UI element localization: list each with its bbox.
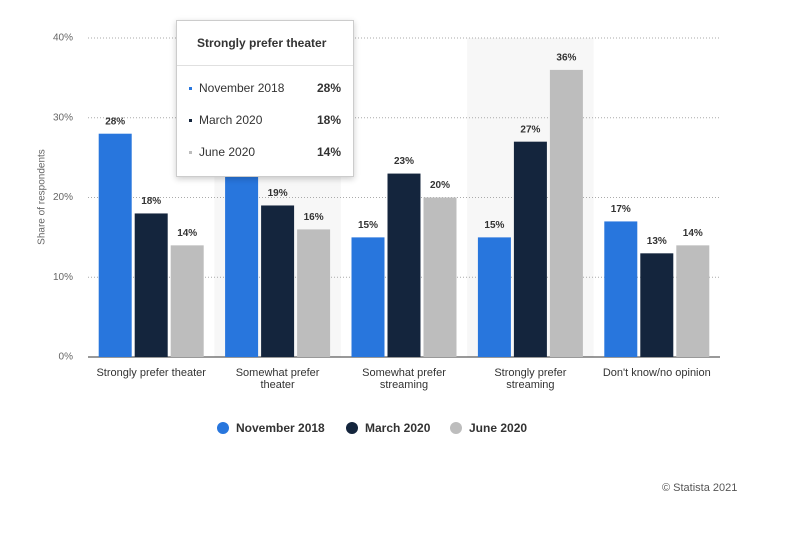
x-tick-label: Strongly prefer streaming bbox=[494, 367, 567, 391]
tooltip-value: 14% bbox=[316, 145, 341, 159]
x-tick-label: Somewhat prefer theater bbox=[235, 367, 320, 391]
y-tick-label: 40% bbox=[53, 33, 73, 44]
legend-item: November 2018 bbox=[217, 421, 325, 435]
legend-label: March 2020 bbox=[365, 421, 431, 435]
value-label: 36% bbox=[556, 53, 576, 64]
value-label: 28% bbox=[105, 116, 125, 127]
y-tick-label: 20% bbox=[53, 192, 73, 203]
legend-swatch bbox=[217, 422, 229, 434]
tooltip-row: June 2020 14% bbox=[189, 145, 347, 161]
tooltip-series: November 2018 bbox=[199, 81, 285, 95]
value-label: 23% bbox=[394, 156, 414, 167]
tooltip: Strongly prefer theater November 2018 28%… bbox=[176, 20, 354, 177]
tooltip-swatch bbox=[189, 151, 192, 154]
y-tick-label: 10% bbox=[53, 272, 73, 283]
legend-item: June 2020 bbox=[450, 421, 527, 435]
bar bbox=[297, 229, 331, 357]
bar bbox=[387, 173, 421, 357]
legend-swatch bbox=[346, 422, 358, 434]
bar bbox=[170, 245, 204, 357]
x-tick-label: Strongly prefer theater bbox=[96, 367, 206, 379]
legend-item: March 2020 bbox=[346, 421, 430, 435]
tooltip-swatch bbox=[189, 119, 192, 122]
value-label: 18% bbox=[141, 196, 161, 207]
bar bbox=[477, 237, 511, 357]
bar bbox=[351, 237, 385, 357]
tooltip-swatch bbox=[189, 87, 192, 90]
tooltip-series: March 2020 bbox=[199, 113, 263, 127]
value-label: 16% bbox=[304, 212, 324, 223]
y-tick-label: 0% bbox=[59, 352, 74, 363]
tooltip-value: 18% bbox=[316, 113, 341, 127]
bar bbox=[549, 69, 583, 358]
value-label: 14% bbox=[177, 228, 197, 239]
x-tick-label: Don't know/no opinion bbox=[602, 367, 711, 379]
bar bbox=[134, 213, 168, 357]
bar bbox=[676, 245, 710, 357]
tooltip-series: June 2020 bbox=[199, 145, 256, 159]
value-label: 17% bbox=[611, 204, 631, 215]
value-label: 19% bbox=[268, 188, 288, 199]
value-label: 15% bbox=[358, 220, 378, 231]
legend-swatch bbox=[450, 422, 462, 434]
value-label: 20% bbox=[430, 180, 450, 191]
bar bbox=[225, 157, 259, 357]
legend-label: November 2018 bbox=[236, 421, 325, 435]
bar bbox=[604, 221, 638, 357]
credit: © Statista 2021 bbox=[662, 482, 738, 494]
bar bbox=[513, 141, 547, 357]
tooltip-title: Strongly prefer theater bbox=[177, 21, 353, 66]
tooltip-row: November 2018 28% bbox=[189, 81, 347, 97]
y-tick-label: 30% bbox=[53, 112, 73, 123]
bar bbox=[640, 253, 674, 357]
value-label: 13% bbox=[647, 236, 667, 247]
bar bbox=[423, 197, 457, 357]
value-label: 15% bbox=[484, 220, 504, 231]
tooltip-row: March 2020 18% bbox=[189, 113, 347, 129]
bar bbox=[98, 133, 132, 357]
bar bbox=[261, 205, 295, 357]
value-label: 27% bbox=[520, 124, 540, 135]
x-tick-label: Somewhat prefer streaming bbox=[362, 367, 446, 391]
value-label: 14% bbox=[683, 228, 703, 239]
y-axis-label: Share of respondents bbox=[37, 149, 48, 245]
tooltip-value: 28% bbox=[316, 81, 341, 95]
legend-label: June 2020 bbox=[469, 421, 528, 435]
